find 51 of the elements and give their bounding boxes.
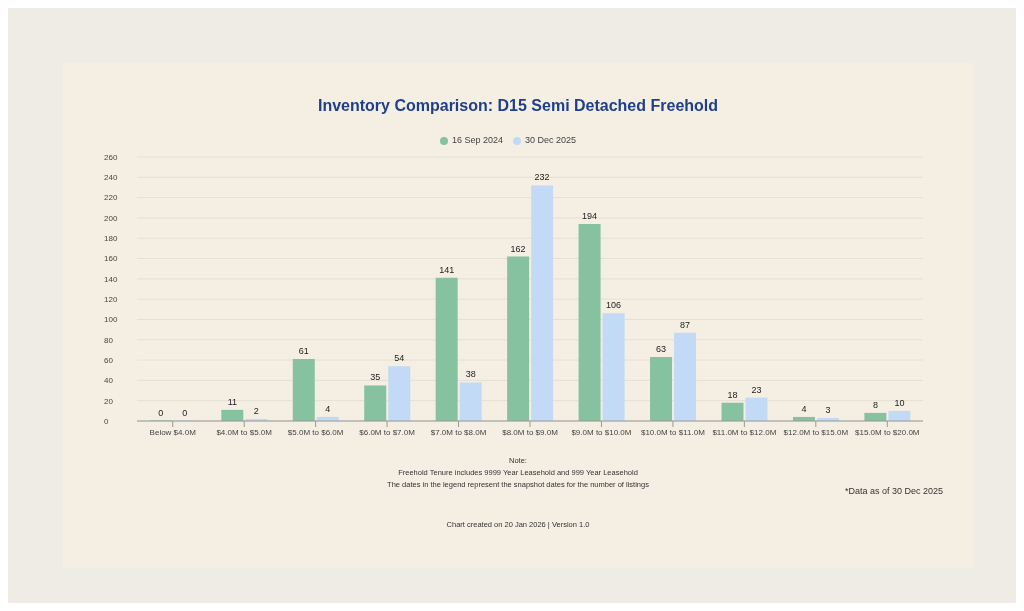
data-label: 18 xyxy=(727,389,738,400)
x-tick-label: $5.0M to $6.0M xyxy=(287,427,344,437)
data-label: 106 xyxy=(606,300,622,311)
data-label: 8 xyxy=(872,399,878,410)
data-label: 11 xyxy=(227,396,237,407)
x-tick-label: $8.0M to $9.0M xyxy=(502,427,559,437)
legend-label: 16 Sep 2024 xyxy=(451,135,503,145)
data-label: 0 xyxy=(158,407,164,418)
x-tick-label: Below $4.0M xyxy=(149,427,197,437)
data-label: 63 xyxy=(656,344,667,355)
data-label: 194 xyxy=(582,211,598,222)
data-label: 141 xyxy=(439,264,455,275)
text: *Data as of 30 Dec 2025 xyxy=(844,485,943,497)
x-tick-label: $9.0M to $10.0M xyxy=(571,427,632,437)
data-label: 4 xyxy=(801,403,807,414)
y-tick-label: 120 xyxy=(104,294,118,304)
data-label: 35 xyxy=(370,372,381,383)
data-label: 232 xyxy=(534,172,550,183)
y-tick-label: 20 xyxy=(104,396,114,406)
data-label: 2 xyxy=(253,405,259,416)
y-tick-label: 160 xyxy=(104,254,118,264)
y-tick-label: 180 xyxy=(104,234,118,244)
x-tick-label: $6.0M to $7.0M xyxy=(359,427,416,437)
x-tick-label: $12.0M to $15.0M xyxy=(783,427,849,437)
y-tick-label: 60 xyxy=(104,355,114,365)
y-tick-label: 100 xyxy=(104,315,118,325)
x-tick-label: $7.0M to $8.0M xyxy=(430,427,487,437)
y-tick-label: 200 xyxy=(104,213,118,223)
y-tick-label: 80 xyxy=(104,335,114,345)
data-label: 162 xyxy=(510,243,526,254)
data-label: 23 xyxy=(751,384,762,395)
y-tick-label: 0 xyxy=(104,416,109,426)
x-tick-label: $15.0M to $20.0M xyxy=(855,427,920,437)
y-tick-label: 40 xyxy=(104,376,114,386)
data-label: 54 xyxy=(394,353,405,364)
y-tick-label: 220 xyxy=(104,193,118,203)
data-label: 87 xyxy=(680,319,691,330)
data-label: 3 xyxy=(825,404,831,415)
chart-title: Inventory Comparison: D15 Semi Detached Freehold xyxy=(316,97,720,115)
data-label: 38 xyxy=(465,369,476,380)
x-tick-label: $10.0M to $11.0M xyxy=(640,427,706,437)
data-label: 0 xyxy=(182,407,188,418)
x-tick-label: $4.0M to $5.0M xyxy=(216,427,273,437)
y-tick-label: 140 xyxy=(104,274,118,284)
data-label: 10 xyxy=(894,397,905,408)
y-tick-label: 260 xyxy=(104,152,118,162)
data-label: 4 xyxy=(325,403,331,414)
x-tick-label: $11.0M to $12.0M xyxy=(712,427,777,437)
data-label: 61 xyxy=(298,346,309,357)
y-tick-label: 240 xyxy=(104,173,118,183)
legend-label: 30 Dec 2025 xyxy=(525,135,577,145)
